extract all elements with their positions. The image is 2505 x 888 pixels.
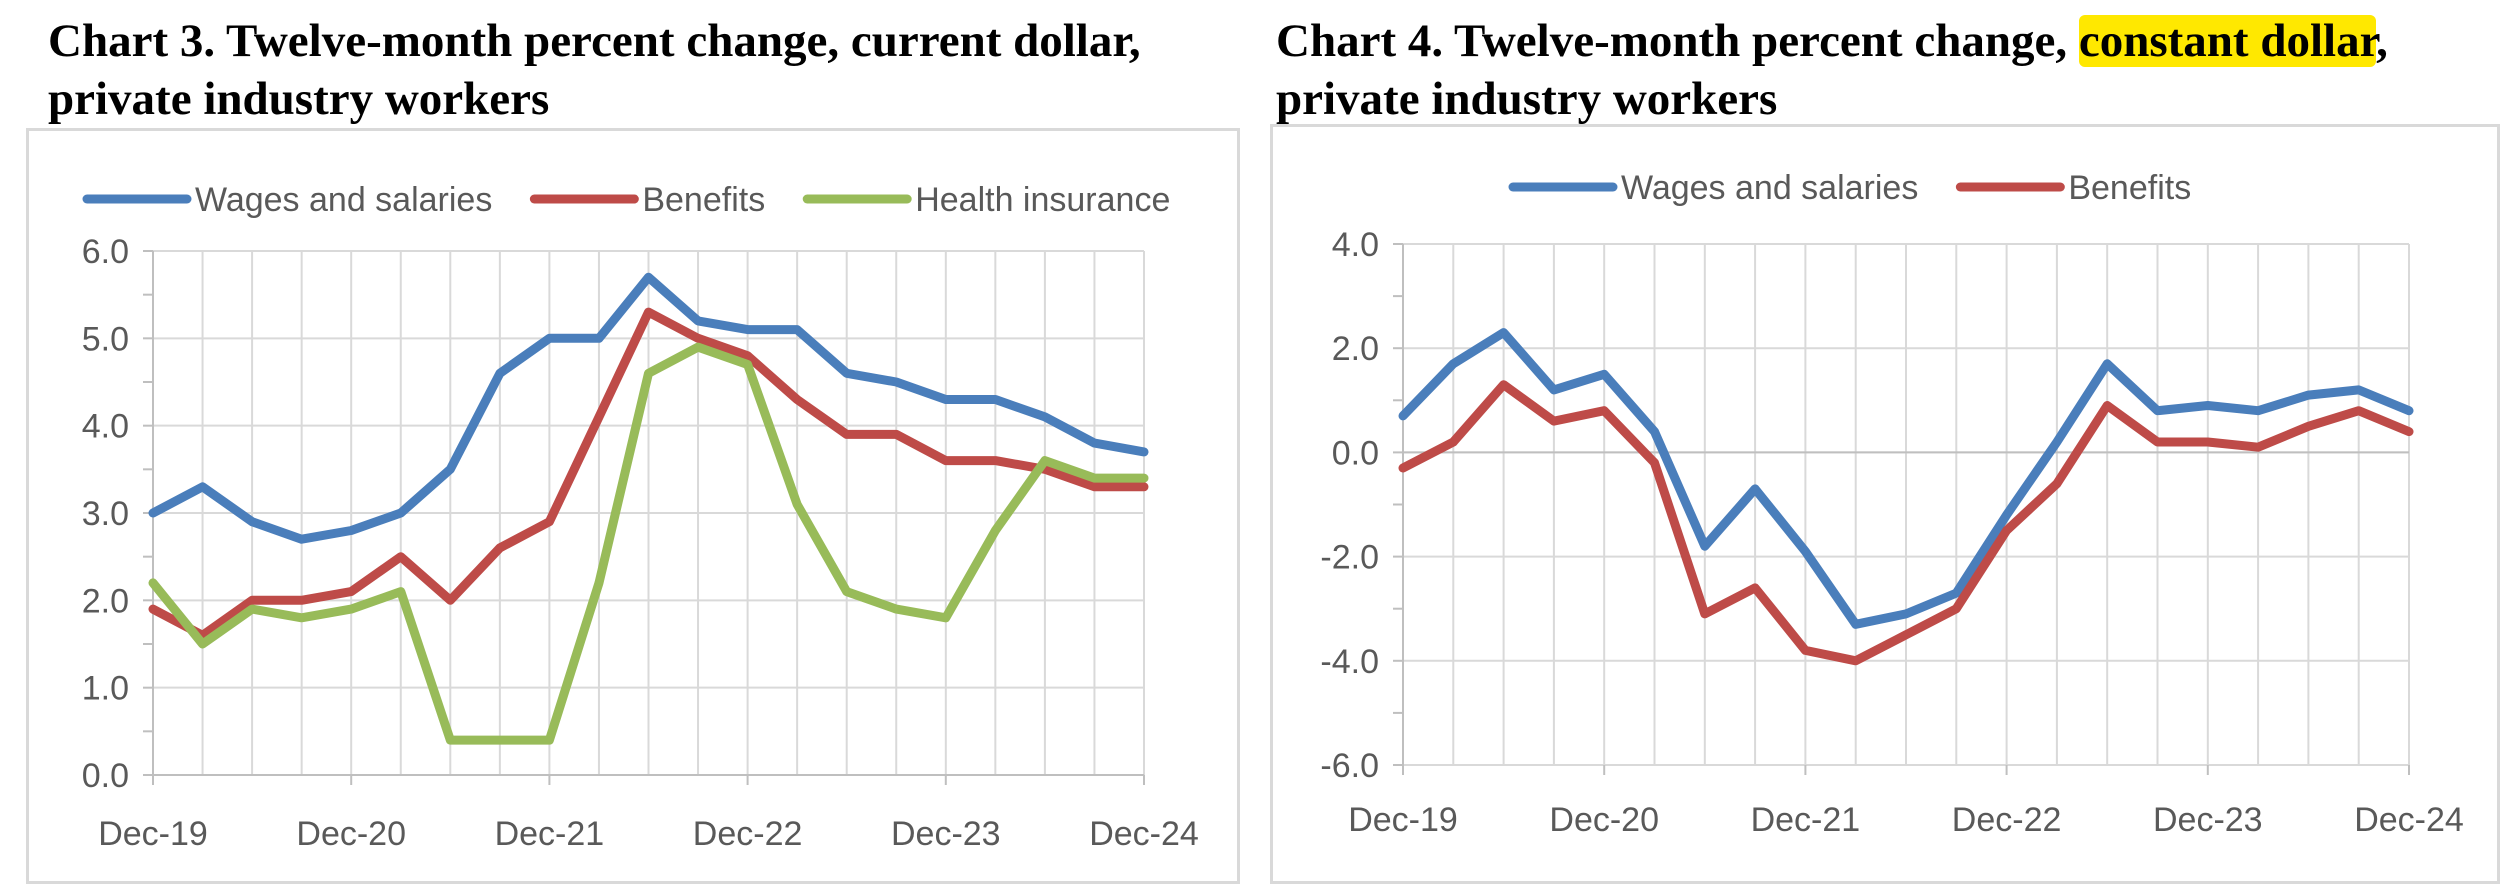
chart-3-x-tick-label: Dec-21 xyxy=(495,815,605,853)
chart-3-frame: 0.0 1.0 2.0 3.0 4.0 5.0 6.0 Dec-19 Dec-20 Dec-21 D… xyxy=(26,128,1240,884)
chart-3-legend-label: Benefits xyxy=(642,181,765,219)
chart-4-x-tick-label: Dec-19 xyxy=(1348,801,1458,839)
chart-3-x-tick-label: Dec-20 xyxy=(296,815,406,853)
chart-3-y-tick-label: 5.0 xyxy=(82,320,129,358)
chart-3-gridlines xyxy=(152,250,1145,776)
chart-3-axes xyxy=(143,250,1145,785)
chart-4-axes xyxy=(1393,243,2410,775)
chart-4-title-post: , private industry workers xyxy=(1276,15,2388,125)
chart-3-svg: 0.0 1.0 2.0 3.0 4.0 5.0 6.0 Dec-19 Dec-20 Dec-21 D… xyxy=(82,181,1199,853)
chart-3-legend-label: Health insurance xyxy=(915,181,1170,219)
chart-3-x-tick-label: Dec-23 xyxy=(891,815,1001,853)
chart-4-title: Chart 4. Twelve-month percent change, co… xyxy=(1276,12,2501,128)
chart-4-x-tick-label: Dec-24 xyxy=(2354,801,2464,839)
chart-4-x-tick-label: Dec-23 xyxy=(2153,801,2263,839)
chart-4-title-pre: Chart 4. Twelve-month percent change, xyxy=(1276,15,2079,67)
chart-4-y-tick-label: 4.0 xyxy=(1332,226,1379,264)
chart-4-x-tick-label: Dec-22 xyxy=(1952,801,2062,839)
chart-4-y-tick-label: 2.0 xyxy=(1332,330,1379,368)
chart-3-series-wages-and-salaries xyxy=(148,272,1149,544)
chart-4-series-wages-and-salaries xyxy=(1398,328,2414,629)
chart-3-x-tick-label: Dec-24 xyxy=(1089,815,1199,853)
chart-3-y-tick-label: 0.0 xyxy=(82,757,129,795)
chart-3-legend-label: Wages and salaries xyxy=(195,181,492,219)
chart-4-frame: -6.0 -4.0 -2.0 0.0 2.0 4.0 Dec-19 Dec-20 Dec-21 D… xyxy=(1270,124,2500,884)
chart-4-y-tick-label: 0.0 xyxy=(1332,434,1379,472)
chart-4-legend-label: Benefits xyxy=(2068,169,2191,207)
chart-3-y-tick-label: 2.0 xyxy=(82,582,129,620)
chart-3-x-tick-label: Dec-22 xyxy=(693,815,803,853)
chart-4-legend: Wages and salaries Benefits xyxy=(1508,169,2191,207)
chart-3-series-benefits xyxy=(148,307,1149,640)
chart-4-x-tick-label: Dec-21 xyxy=(1751,801,1861,839)
chart-4-title-highlight: constant dollar xyxy=(2078,15,2377,67)
chart-3-y-tick-label: 1.0 xyxy=(82,670,129,708)
chart-4-y-tick-label: -2.0 xyxy=(1320,539,1379,577)
chart-3-y-tick-label: 4.0 xyxy=(82,408,129,446)
chart-4-y-tick-label: -4.0 xyxy=(1320,643,1379,681)
chart-3-legend: Wages and salaries Benefits Health insuran… xyxy=(82,181,1170,219)
chart-3-y-tick-label: 6.0 xyxy=(82,233,129,271)
chart-4-series-benefits xyxy=(1398,380,2414,666)
chart-4-y-tick-label: -6.0 xyxy=(1320,747,1379,785)
chart-3-title: Chart 3. Twelve-month percent change, cu… xyxy=(48,15,1141,125)
chart-4-gridlines xyxy=(1402,243,2410,766)
chart-4-legend-label: Wages and salaries xyxy=(1621,169,1918,207)
chart-4-x-tick-label: Dec-20 xyxy=(1549,801,1659,839)
chart-3-x-tick-label: Dec-19 xyxy=(98,815,208,853)
chart-3-series-health-insurance xyxy=(148,342,1149,745)
chart-4-svg: -6.0 -4.0 -2.0 0.0 2.0 4.0 Dec-19 Dec-20 Dec-21 D… xyxy=(1320,169,2464,839)
chart-3-y-tick-label: 3.0 xyxy=(82,495,129,533)
